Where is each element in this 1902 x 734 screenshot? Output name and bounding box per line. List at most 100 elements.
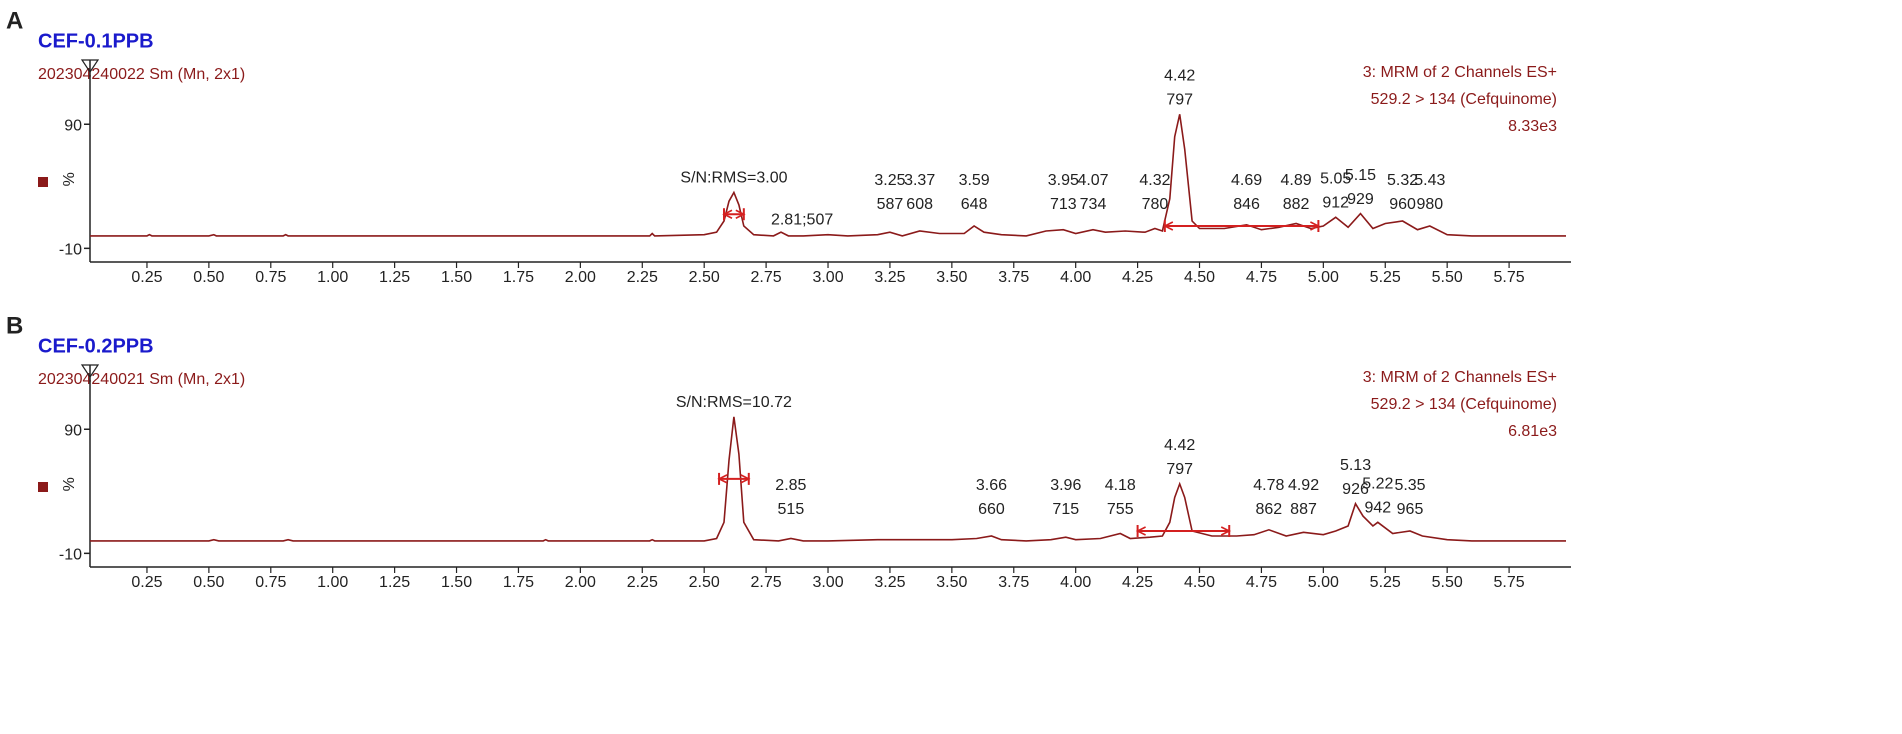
x-tick-label: 3.75 — [998, 574, 1029, 591]
x-tick-label: 3.25 — [874, 574, 905, 591]
peak-time: 3.37 — [904, 172, 935, 189]
y-tick-label: -10 — [59, 242, 82, 259]
x-tick-label: 0.50 — [193, 269, 224, 286]
x-tick-label: 3.50 — [936, 574, 967, 591]
peak-scan: 965 — [1397, 501, 1424, 518]
peak-time: 4.92 — [1288, 477, 1319, 494]
x-tick-label: 2.75 — [751, 269, 782, 286]
x-tick-label: 5.75 — [1494, 269, 1525, 286]
x-tick-label: 3.50 — [936, 269, 967, 286]
peak-time: 4.89 — [1281, 172, 1312, 189]
x-tick-label: 2.25 — [627, 269, 658, 286]
peak-scan: 515 — [778, 501, 805, 518]
peak-time: 4.32 — [1139, 172, 1170, 189]
x-tick-label: 5.50 — [1432, 574, 1463, 591]
x-tick-label: 3.25 — [874, 269, 905, 286]
panel: B CEF-0.2PPB 202304240021 Sm (Mn, 2x1) 3: M… — [6, 312, 1571, 591]
peak-time: 5.35 — [1394, 477, 1425, 494]
x-tick-label: 5.75 — [1494, 574, 1525, 591]
x-tick-label: 4.00 — [1060, 574, 1091, 591]
chart-title: CEF-0.2PPB — [38, 335, 154, 357]
x-tick-label: 1.25 — [379, 269, 410, 286]
range-arrow — [735, 209, 746, 219]
peak-scan: 780 — [1142, 196, 1169, 213]
peak-scan: 887 — [1290, 501, 1317, 518]
x-tick-label: 4.75 — [1246, 574, 1277, 591]
range-arrow — [740, 474, 751, 484]
chromatogram-trace — [90, 416, 1566, 542]
panel: A CEF-0.1PPB 202304240022 Sm (Mn, 2x1) 3: M… — [6, 7, 1571, 286]
peak-scan: 960 — [1389, 196, 1416, 213]
x-tick-label: 2.50 — [689, 574, 720, 591]
x-tick-label: 3.75 — [998, 269, 1029, 286]
y-axis-label: % — [61, 477, 78, 491]
y-tick-label: 90 — [64, 422, 82, 439]
x-tick-label: 2.00 — [565, 269, 596, 286]
x-tick-label: 4.75 — [1246, 269, 1277, 286]
peak-scan: 929 — [1347, 191, 1374, 208]
peak-scan: 846 — [1233, 196, 1260, 213]
peak-time: 5.22 — [1362, 476, 1393, 493]
chart-subtitle: 202304240022 Sm (Mn, 2x1) — [38, 66, 245, 83]
range-arrow — [722, 209, 733, 219]
y-tick-label: -10 — [59, 547, 82, 564]
peak-scan: 648 — [961, 196, 988, 213]
header-line: 3: MRM of 2 Channels ES+ — [1363, 369, 1557, 386]
peak-time: 4.78 — [1253, 477, 1284, 494]
peak-scan: 942 — [1364, 500, 1391, 517]
peak-scan: 734 — [1080, 196, 1107, 213]
x-tick-label: 0.25 — [131, 574, 162, 591]
peak-scan: 980 — [1416, 196, 1443, 213]
x-tick-label: 4.50 — [1184, 269, 1215, 286]
signal-range — [717, 472, 751, 485]
x-tick-label: 0.75 — [255, 269, 286, 286]
header-line: 6.81e3 — [1508, 423, 1557, 440]
x-tick-label: 2.75 — [751, 574, 782, 591]
header-line: 529.2 > 134 (Cefquinome) — [1371, 396, 1557, 413]
sn-label: S/N:RMS=3.00 — [680, 170, 787, 187]
signal-range — [722, 208, 746, 221]
x-tick-label: 1.25 — [379, 574, 410, 591]
x-tick-label: 3.00 — [812, 574, 843, 591]
noise-range — [1135, 525, 1232, 538]
channel-marker — [38, 177, 48, 187]
panel-letter: B — [6, 312, 23, 339]
x-tick-label: 5.00 — [1308, 269, 1339, 286]
peak-time: 4.42 — [1164, 437, 1195, 454]
peak-time: 3.96 — [1050, 477, 1081, 494]
x-tick-label: 2.25 — [627, 574, 658, 591]
peak-time: 5.43 — [1414, 172, 1445, 189]
chart-subtitle: 202304240021 Sm (Mn, 2x1) — [38, 371, 245, 388]
header-line: 8.33e3 — [1508, 118, 1557, 135]
peak-scan: 926 — [1342, 481, 1369, 498]
x-tick-label: 2.50 — [689, 269, 720, 286]
x-tick-label: 4.25 — [1122, 574, 1153, 591]
peak-scan: 713 — [1050, 196, 1077, 213]
x-tick-label: 4.25 — [1122, 269, 1153, 286]
channel-marker — [38, 482, 48, 492]
peak-scan: 660 — [978, 501, 1005, 518]
chart-title: CEF-0.1PPB — [38, 30, 154, 52]
peak-time: 5.13 — [1340, 457, 1371, 474]
chromatogram-trace — [90, 114, 1566, 237]
x-tick-label: 5.00 — [1308, 574, 1339, 591]
x-tick-label: 2.00 — [565, 574, 596, 591]
peak-scan: 797 — [1166, 92, 1193, 109]
header-line: 529.2 > 134 (Cefquinome) — [1371, 91, 1557, 108]
x-tick-label: 1.50 — [441, 269, 472, 286]
x-tick-label: 1.00 — [317, 574, 348, 591]
peak-time: 4.42 — [1164, 68, 1195, 85]
peak-time: 3.95 — [1048, 172, 1079, 189]
range-arrow — [1310, 221, 1321, 231]
noise-range — [1163, 220, 1321, 233]
peak-time: 5.15 — [1345, 167, 1376, 184]
peak-scan: 862 — [1256, 501, 1283, 518]
peak-time: 3.25 — [874, 172, 905, 189]
x-tick-label: 4.00 — [1060, 269, 1091, 286]
axis-marker — [80, 364, 100, 379]
peak-scan: 755 — [1107, 501, 1134, 518]
x-tick-label: 0.50 — [193, 574, 224, 591]
axis-marker — [80, 59, 100, 74]
